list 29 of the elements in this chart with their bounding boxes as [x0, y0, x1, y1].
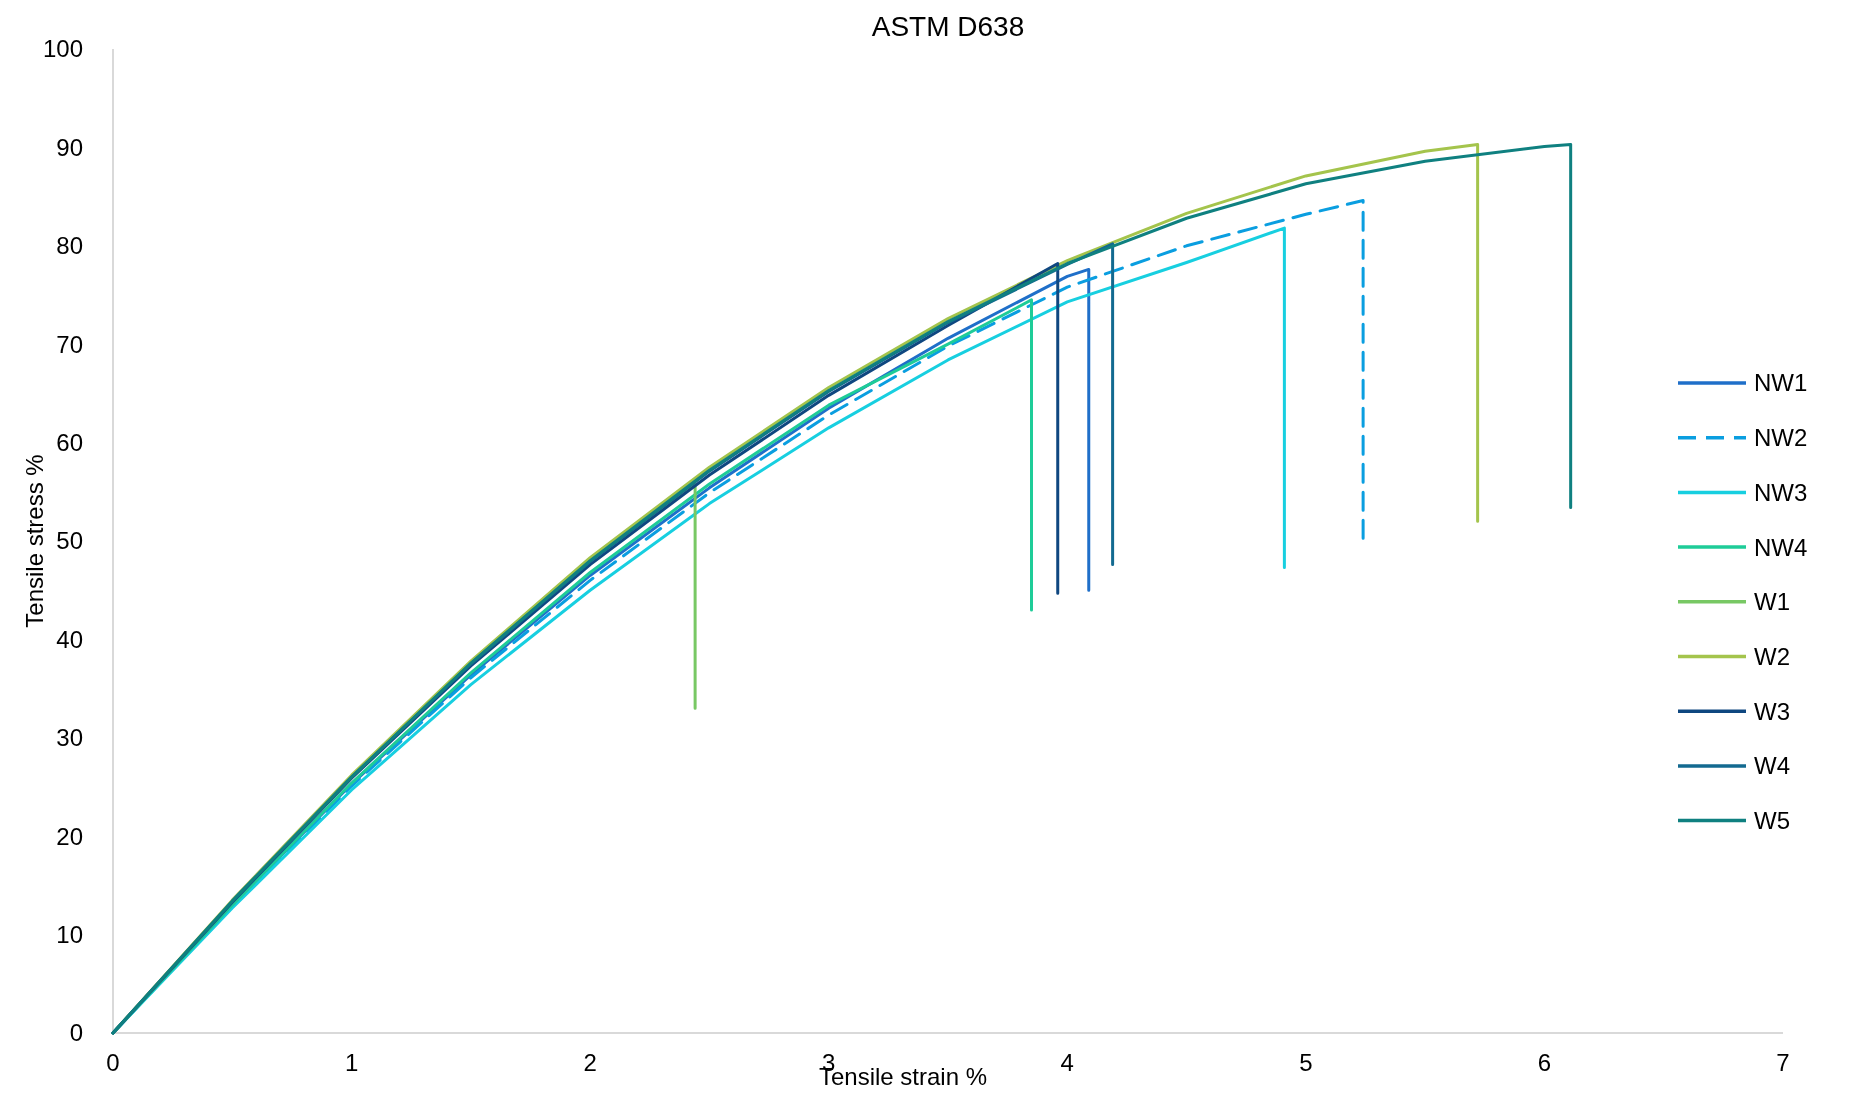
legend-label: W4 — [1754, 752, 1790, 780]
y-tick-label: 40 — [56, 625, 83, 653]
legend-label: W3 — [1754, 697, 1790, 725]
y-axis-title: Tensile stress % — [21, 454, 48, 628]
x-tick-label: 7 — [1776, 1049, 1790, 1077]
legend-label: NW1 — [1754, 369, 1808, 397]
y-tick-label: 50 — [56, 527, 83, 555]
x-tick-label: 5 — [1299, 1049, 1313, 1077]
y-tick-label: 80 — [56, 232, 83, 260]
legend-label: NW2 — [1754, 424, 1808, 452]
y-tick-label: 70 — [56, 330, 83, 358]
x-tick-label: 1 — [344, 1049, 359, 1077]
legend-label: W5 — [1754, 807, 1790, 834]
x-tick-label: 2 — [583, 1049, 597, 1077]
y-tick-label: 10 — [56, 921, 83, 948]
legend-label: W1 — [1754, 588, 1790, 616]
legend-label: W2 — [1754, 642, 1790, 670]
legend-label: NW4 — [1754, 533, 1808, 561]
y-tick-label: 60 — [56, 429, 83, 456]
legend-label: NW3 — [1754, 478, 1808, 506]
y-tick-label: 90 — [56, 133, 83, 161]
chart-title: ASTM D638 — [871, 11, 1025, 42]
x-tick-label: 0 — [106, 1049, 120, 1077]
x-tick-label: 6 — [1537, 1049, 1552, 1077]
x-tick-label: 4 — [1060, 1049, 1074, 1077]
y-tick-label: 20 — [56, 822, 83, 850]
y-tick-label: 100 — [42, 35, 83, 63]
y-tick-label: 30 — [56, 724, 83, 752]
y-tick-label: 0 — [69, 1019, 83, 1047]
